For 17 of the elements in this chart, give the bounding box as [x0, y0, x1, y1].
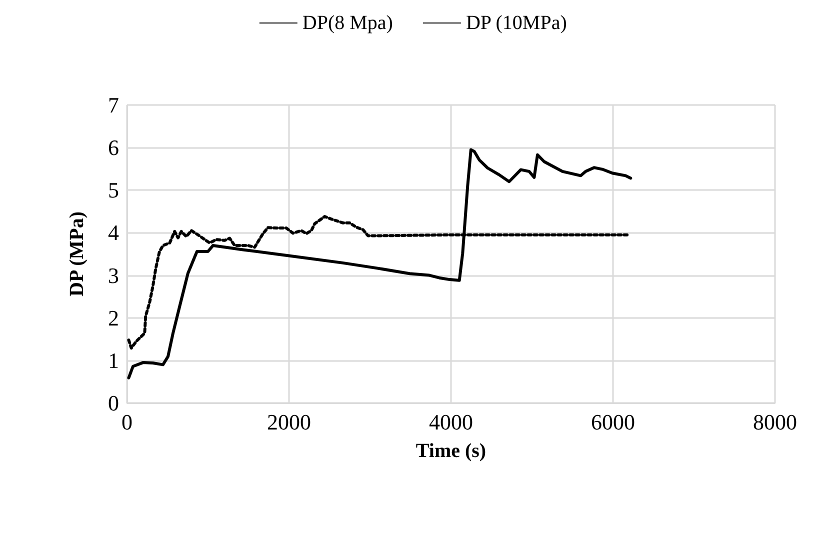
y-tick-label: 2: [108, 305, 119, 330]
y-tick-label: 5: [108, 178, 119, 203]
line-series: [127, 148, 632, 380]
x-tick-label: 2000: [267, 410, 311, 434]
y-tick-label: 3: [108, 262, 119, 288]
x-axis-title: Time (s): [416, 440, 486, 462]
y-axis-title: DP (MPa): [66, 212, 88, 296]
y-tick-label: 4: [108, 220, 119, 246]
x-tick-label: 6000: [591, 410, 635, 434]
legend-label: DP(8 Mpa): [302, 12, 393, 34]
y-tick-label: 6: [108, 135, 119, 160]
y-tick-label: 7: [108, 92, 119, 118]
legend-label: DP (10MPa): [466, 12, 567, 34]
y-tick-label: 1: [108, 348, 119, 373]
y-tick-label: 0: [108, 390, 119, 416]
x-tick-label: 8000: [753, 410, 797, 434]
x-tick-label: 4000: [429, 410, 473, 434]
